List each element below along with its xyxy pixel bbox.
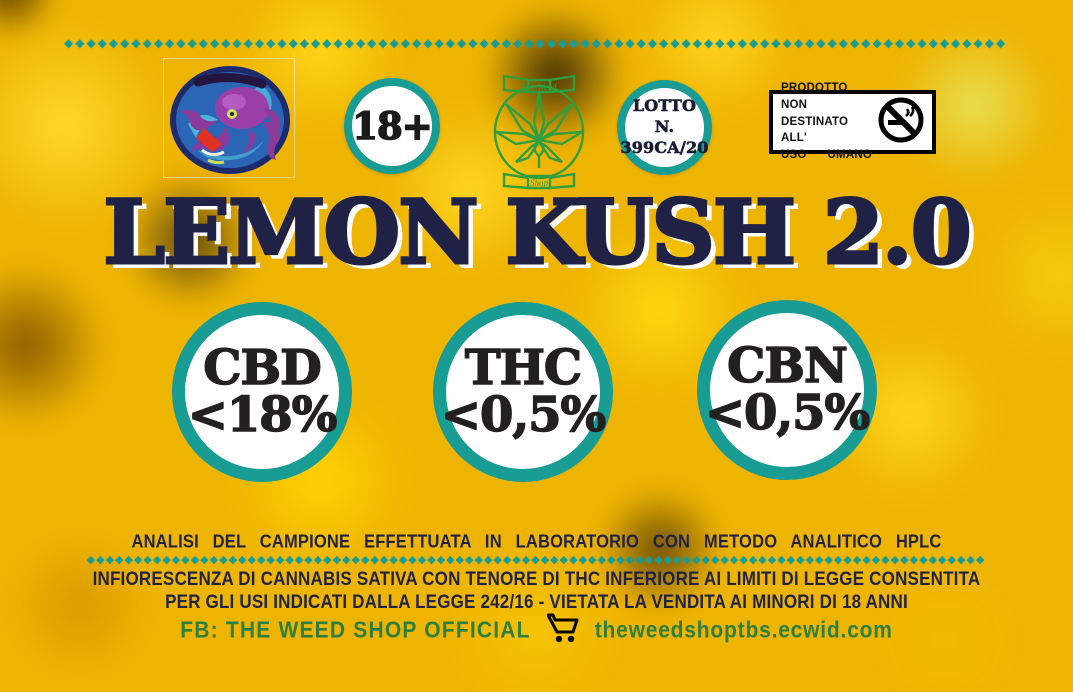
lotto-number: 399CA/20 (620, 137, 709, 158)
octopus-sticker-frame (163, 58, 295, 178)
legal-line-2: PER GLI USI INDICATI DALLA LEGGE 242/16 … (165, 590, 908, 613)
footer-row: FB: THE WEED SHOP OFFICIAL theweedshoptb… (0, 612, 1073, 650)
age-badge: 18+ (344, 78, 440, 174)
age-badge-label: 18+ (352, 103, 434, 149)
cannabis-leaf-icon: The Weed Shop (482, 66, 596, 195)
warning-line-3: USO UMANO (781, 149, 872, 162)
no-smoking-icon (876, 95, 926, 150)
cbd-value: <18% (187, 387, 338, 443)
analysis-line: ANALISI DEL CAMPIONE EFFETTUATA IN LABOR… (131, 531, 942, 553)
thc-value: <0,5% (440, 387, 607, 443)
cart-icon (546, 613, 579, 648)
lotto-label: LOTTO N. (632, 96, 697, 137)
legal-line-1: INFIORESCENZA DI CANNABIS SATIVA CON TEN… (92, 567, 981, 590)
octopus-logo-icon (168, 64, 292, 181)
website-url: theweedshoptbs.ecwid.com (594, 617, 893, 644)
warning-line-1: PRODOTTO NON (781, 82, 848, 111)
thc-label: THC (464, 339, 583, 396)
cbn-circle: CBN <0,5% (697, 300, 877, 480)
diamond-divider: ◆◆◆◆◆◆◆◆◆◆◆◆◆◆◆◆◆◆◆◆◆◆◆◆◆◆◆◆◆◆◆◆◆◆◆◆◆◆◆◆… (86, 554, 986, 566)
cbn-value: <0,5% (704, 385, 871, 441)
cbd-label: CBD (203, 339, 323, 396)
lotto-badge: LOTTO N. 399CA/20 (617, 80, 712, 175)
cbd-circle: CBD <18% (172, 302, 352, 482)
leaf-logo-banner-top: The Weed (522, 82, 557, 92)
warning-box: PRODOTTO NON DESTINATO ALL' USO UMANO (769, 82, 936, 161)
leaf-logo-banner-bottom: Shop (530, 178, 549, 188)
cbn-label: CBN (726, 337, 848, 394)
facebook-handle: FB: THE WEED SHOP OFFICIAL (180, 617, 531, 644)
product-title: LEMON KUSH 2.0 (102, 180, 974, 284)
thc-circle: THC <0,5% (433, 302, 613, 482)
diamond-divider: ◆◆◆◆◆◆◆◆◆◆◆◆◆◆◆◆◆◆◆◆◆◆◆◆◆◆◆◆◆◆◆◆◆◆◆◆◆◆◆◆… (64, 37, 1006, 50)
warning-line-2: DESTINATO ALL' (781, 115, 849, 145)
